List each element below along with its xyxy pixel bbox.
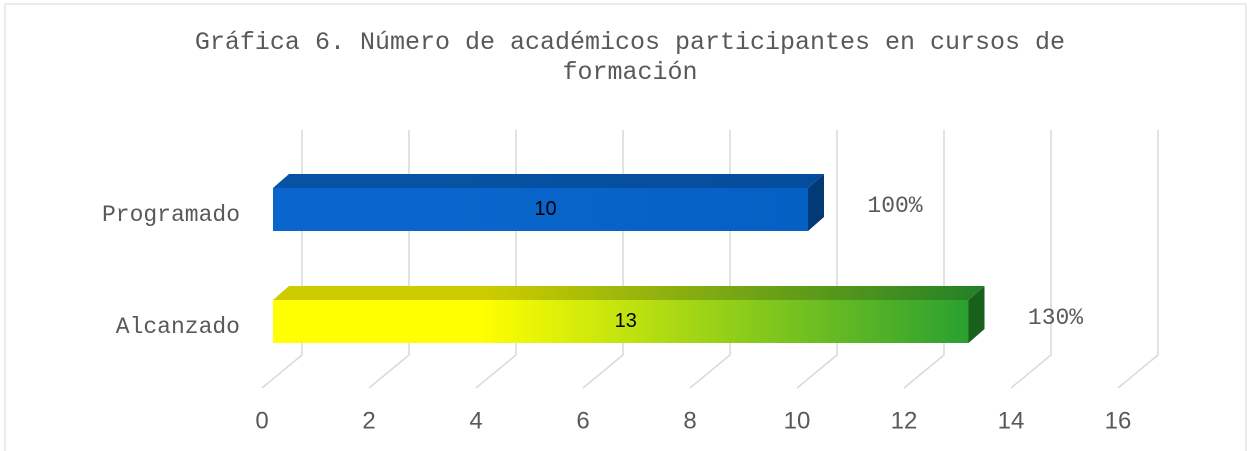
grid-line [903,130,945,389]
data-label: 13 [615,310,637,332]
grid-line [796,130,838,389]
annotation: 130% [1028,305,1083,331]
bar [273,188,808,231]
bar-side [968,286,985,343]
grid-line [582,130,624,389]
y-tick-label: Programado [102,202,240,228]
chart-title: Gráfica 6. Número de académicos particip… [194,28,1066,87]
x-tick-label: 0 [255,407,268,434]
bar-side [808,174,824,231]
grid-line [1117,130,1159,389]
x-tick-label: 4 [469,407,482,434]
grid-line [1010,130,1052,389]
data-label: 10 [534,198,556,220]
grid-line [368,130,410,389]
x-tick-label: 12 [891,407,918,434]
grid-line [689,130,731,389]
annotation: 100% [867,193,922,219]
x-tick-label: 16 [1105,407,1132,434]
frame [4,3,1247,451]
grid-line [475,130,517,389]
bar-top [273,174,824,188]
x-tick-label: 6 [576,407,589,434]
bar [273,300,969,343]
x-tick-label: 14 [998,407,1025,434]
grid-line [261,130,303,389]
x-tick-label: 8 [683,407,696,434]
x-tick-label: 10 [784,407,811,434]
y-tick-label: Alcanzado [116,314,240,340]
bar-top [273,286,985,300]
x-tick-label: 2 [362,407,375,434]
